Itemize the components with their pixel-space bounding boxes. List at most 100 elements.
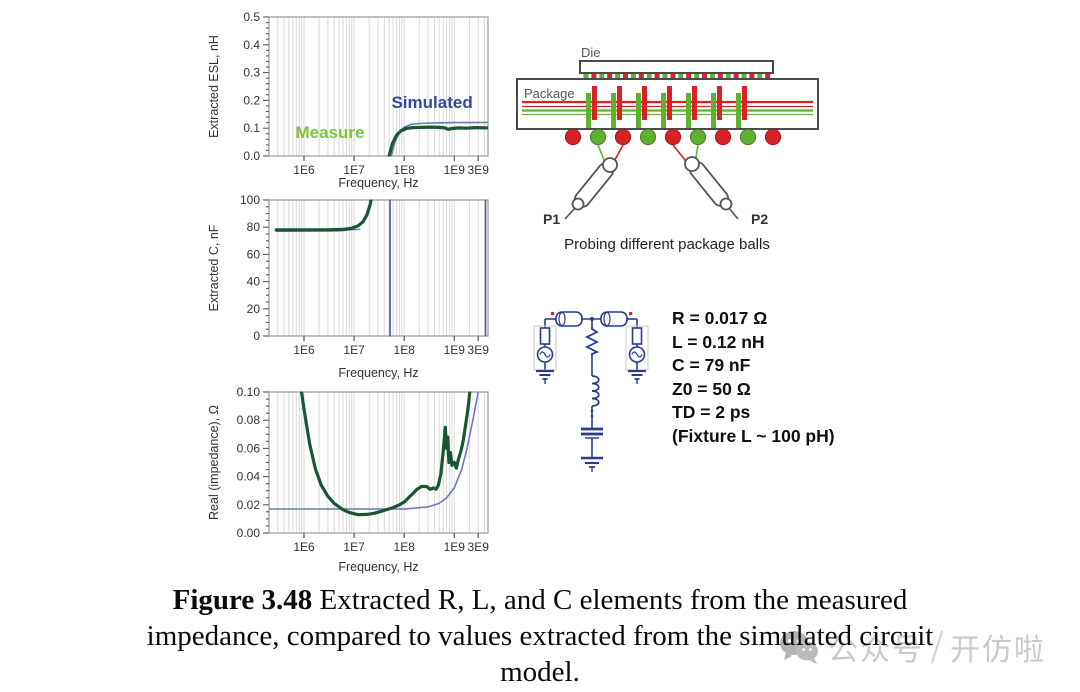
series-Simulated bbox=[269, 391, 480, 510]
port1-dot bbox=[551, 312, 555, 316]
svg-text:1E7: 1E7 bbox=[343, 163, 365, 177]
probe-p1 bbox=[564, 157, 618, 220]
svg-text:Measure: Measure bbox=[296, 123, 365, 142]
svg-text:20: 20 bbox=[247, 302, 261, 316]
svg-text:Real (impedance), Ω: Real (impedance), Ω bbox=[207, 405, 221, 520]
svg-text:1E9: 1E9 bbox=[444, 163, 466, 177]
die-bumps bbox=[583, 74, 771, 80]
package-ball-green bbox=[739, 128, 757, 146]
svg-text:0.10: 0.10 bbox=[237, 385, 261, 399]
package-ball-green bbox=[689, 128, 707, 146]
svg-text:1E7: 1E7 bbox=[343, 343, 365, 357]
node-dot bbox=[590, 409, 594, 413]
chart-extracted-c: 1E6 1E7 1E8 1E9 3E9 0 20 40 60 80 100 Frequency, Hz… bbox=[207, 193, 490, 380]
svg-text:1E9: 1E9 bbox=[444, 540, 466, 554]
package-ball-red bbox=[714, 128, 732, 146]
svg-text:3E9: 3E9 bbox=[468, 343, 490, 357]
wechat-icon bbox=[780, 631, 818, 664]
watermark-text-right: 开仿啦 bbox=[950, 634, 1046, 667]
extracted-values-list: R = 0.017 Ω L = 0.12 nH C = 79 nF Z0 = 5… bbox=[672, 307, 835, 448]
chart-real-impedance: 1E6 1E7 1E8 1E9 3E9 0.00 0.02 0.04 0.06 0.08 0.10 F… bbox=[207, 385, 490, 574]
svg-text:0.08: 0.08 bbox=[237, 413, 261, 427]
value-z0: Z0 = 50 Ω bbox=[672, 378, 751, 399]
inductor-symbol bbox=[591, 375, 600, 407]
value-r: R = 0.017 Ω bbox=[672, 308, 768, 328]
package-ball-red bbox=[564, 128, 582, 146]
svg-text:3E9: 3E9 bbox=[468, 163, 490, 177]
svg-text:0.06: 0.06 bbox=[237, 441, 261, 455]
svg-text:0: 0 bbox=[253, 329, 260, 343]
svg-text:1E8: 1E8 bbox=[394, 540, 416, 554]
svg-text:Extracted ESL, nH: Extracted ESL, nH bbox=[207, 35, 221, 138]
series-Measure bbox=[387, 125, 488, 157]
svg-text:0.5: 0.5 bbox=[243, 10, 260, 24]
caption-figure-number: Figure 3.48 bbox=[172, 584, 313, 616]
port2-source bbox=[625, 325, 649, 371]
die-label: Die bbox=[581, 45, 601, 60]
probe2-label: P2 bbox=[751, 211, 768, 227]
svg-text:0.00: 0.00 bbox=[237, 526, 261, 540]
svg-text:Frequency, Hz: Frequency, Hz bbox=[338, 176, 418, 190]
port2-dot bbox=[629, 312, 633, 316]
svg-text:1E9: 1E9 bbox=[444, 343, 466, 357]
package-ball-red bbox=[664, 128, 682, 146]
svg-text:1E8: 1E8 bbox=[394, 163, 416, 177]
svg-text:0.02: 0.02 bbox=[237, 498, 261, 512]
transmission-lines bbox=[555, 311, 628, 327]
resistor-symbol bbox=[584, 326, 600, 356]
value-td: TD = 2 ps bbox=[672, 402, 751, 422]
svg-text:60: 60 bbox=[247, 247, 261, 261]
svg-text:0.0: 0.0 bbox=[243, 149, 260, 163]
value-fixture: (Fixture L ~ 100 pH) bbox=[672, 425, 835, 446]
die-rect bbox=[579, 60, 774, 74]
svg-text:0.2: 0.2 bbox=[243, 93, 260, 107]
figure-caption: Figure 3.48 Extracted R, L, and C elemen… bbox=[40, 582, 1040, 690]
probe1-label: P1 bbox=[543, 211, 560, 227]
caption-line-3: model. bbox=[500, 656, 580, 688]
svg-text:1E8: 1E8 bbox=[394, 343, 416, 357]
package-ball-green bbox=[589, 128, 607, 146]
svg-text:Extracted C, nF: Extracted C, nF bbox=[207, 224, 221, 311]
probe-p2 bbox=[684, 156, 739, 220]
ground-port2 bbox=[628, 369, 646, 384]
svg-text:0.04: 0.04 bbox=[237, 470, 261, 484]
ground-shunt bbox=[581, 456, 603, 472]
package-vias bbox=[586, 86, 747, 128]
package-label: Package bbox=[524, 86, 575, 101]
svg-text:100: 100 bbox=[240, 193, 260, 207]
svg-text:Frequency, Hz: Frequency, Hz bbox=[338, 366, 418, 380]
package-ball-red bbox=[764, 128, 782, 146]
svg-text:1E6: 1E6 bbox=[293, 343, 315, 357]
value-l: L = 0.12 nH bbox=[672, 331, 765, 352]
package-ball-red bbox=[614, 128, 632, 146]
svg-text:80: 80 bbox=[247, 220, 261, 234]
svg-text:Frequency, Hz: Frequency, Hz bbox=[338, 560, 418, 574]
watermark: 公众号 开仿啦 bbox=[778, 625, 1046, 669]
probing-caption: Probing different package balls bbox=[564, 236, 770, 253]
svg-text:0.1: 0.1 bbox=[243, 121, 260, 135]
svg-text:Simulated: Simulated bbox=[391, 93, 472, 112]
svg-text:1E6: 1E6 bbox=[293, 540, 315, 554]
svg-text:0.3: 0.3 bbox=[243, 66, 260, 80]
svg-text:0.4: 0.4 bbox=[243, 38, 260, 52]
capacitor-symbol bbox=[581, 427, 603, 439]
svg-text:3E9: 3E9 bbox=[468, 540, 490, 554]
svg-text:40: 40 bbox=[247, 275, 261, 289]
svg-text:1E7: 1E7 bbox=[343, 540, 365, 554]
watermark-text-left: 公众号 bbox=[828, 634, 924, 667]
caption-line-1: Figure 3.48 Extracted R, L, and C elemen… bbox=[172, 584, 908, 616]
package-probing-diagram: Die Package bbox=[516, 45, 819, 253]
series-Measure bbox=[299, 391, 472, 517]
package-balls bbox=[564, 128, 782, 146]
ground-port1 bbox=[536, 369, 554, 384]
series-Measure bbox=[274, 199, 373, 232]
chart-extracted-esl: 1E6 1E7 1E8 1E9 3E9 0.0 0.1 0.2 0.3 0.4 0.5 Frequen… bbox=[207, 10, 490, 190]
circuit-schematic bbox=[533, 311, 649, 472]
package-ball-green bbox=[639, 128, 657, 146]
node-dot bbox=[590, 414, 594, 418]
value-c: C = 79 nF bbox=[672, 355, 751, 375]
middle-node-dot bbox=[590, 317, 594, 321]
caption-line-2: impedance, compared to values extracted … bbox=[146, 620, 934, 652]
svg-text:1E6: 1E6 bbox=[293, 163, 315, 177]
